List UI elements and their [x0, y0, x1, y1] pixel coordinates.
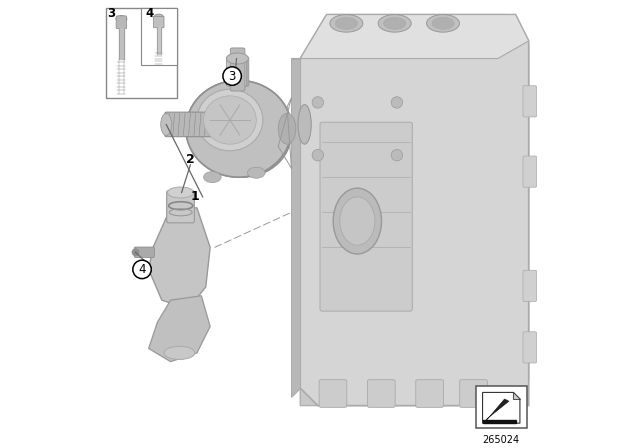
- Ellipse shape: [384, 17, 406, 29]
- Circle shape: [132, 249, 139, 256]
- Polygon shape: [291, 15, 529, 59]
- Polygon shape: [148, 296, 210, 362]
- Ellipse shape: [432, 17, 454, 29]
- Ellipse shape: [204, 96, 256, 144]
- Ellipse shape: [116, 16, 127, 22]
- FancyBboxPatch shape: [319, 379, 347, 407]
- Ellipse shape: [161, 113, 172, 135]
- Bar: [106, 8, 177, 98]
- Ellipse shape: [298, 105, 311, 144]
- Ellipse shape: [168, 187, 194, 198]
- FancyBboxPatch shape: [227, 57, 246, 86]
- Ellipse shape: [164, 346, 195, 359]
- Ellipse shape: [340, 197, 375, 245]
- FancyBboxPatch shape: [523, 270, 536, 302]
- FancyBboxPatch shape: [116, 16, 127, 29]
- Text: 4: 4: [145, 7, 154, 20]
- Bar: [141, 8, 177, 65]
- Text: 1: 1: [191, 190, 199, 203]
- Circle shape: [223, 67, 241, 85]
- Ellipse shape: [154, 14, 164, 20]
- FancyBboxPatch shape: [134, 247, 154, 258]
- FancyBboxPatch shape: [230, 48, 245, 91]
- Text: 3: 3: [228, 69, 236, 82]
- FancyBboxPatch shape: [416, 379, 444, 407]
- Ellipse shape: [186, 81, 291, 177]
- Ellipse shape: [195, 89, 291, 177]
- Ellipse shape: [204, 172, 221, 183]
- Text: 3: 3: [107, 7, 115, 20]
- Polygon shape: [513, 392, 520, 399]
- Polygon shape: [300, 15, 529, 405]
- Ellipse shape: [278, 113, 296, 144]
- Circle shape: [391, 150, 403, 161]
- Bar: [476, 386, 527, 427]
- Polygon shape: [483, 420, 515, 423]
- Ellipse shape: [333, 188, 381, 254]
- Polygon shape: [300, 15, 529, 405]
- Polygon shape: [483, 392, 520, 423]
- FancyBboxPatch shape: [320, 122, 412, 311]
- Ellipse shape: [378, 15, 411, 32]
- Circle shape: [391, 97, 403, 108]
- Polygon shape: [484, 399, 509, 422]
- FancyBboxPatch shape: [523, 86, 536, 117]
- FancyBboxPatch shape: [166, 191, 195, 223]
- Polygon shape: [291, 59, 300, 397]
- FancyBboxPatch shape: [154, 16, 164, 28]
- FancyBboxPatch shape: [523, 156, 536, 187]
- FancyBboxPatch shape: [228, 57, 249, 86]
- Text: 2: 2: [186, 153, 195, 166]
- Ellipse shape: [227, 53, 248, 64]
- Text: 4: 4: [138, 263, 146, 276]
- Polygon shape: [148, 208, 210, 309]
- Ellipse shape: [197, 89, 263, 151]
- FancyBboxPatch shape: [367, 379, 395, 407]
- Text: 265024: 265024: [483, 435, 520, 445]
- Ellipse shape: [426, 15, 460, 32]
- Circle shape: [312, 150, 323, 161]
- Ellipse shape: [335, 17, 357, 29]
- FancyBboxPatch shape: [460, 379, 488, 407]
- FancyBboxPatch shape: [523, 332, 536, 363]
- Ellipse shape: [330, 15, 363, 32]
- Circle shape: [312, 97, 323, 108]
- Ellipse shape: [248, 167, 265, 178]
- FancyBboxPatch shape: [165, 112, 220, 137]
- Circle shape: [133, 260, 151, 279]
